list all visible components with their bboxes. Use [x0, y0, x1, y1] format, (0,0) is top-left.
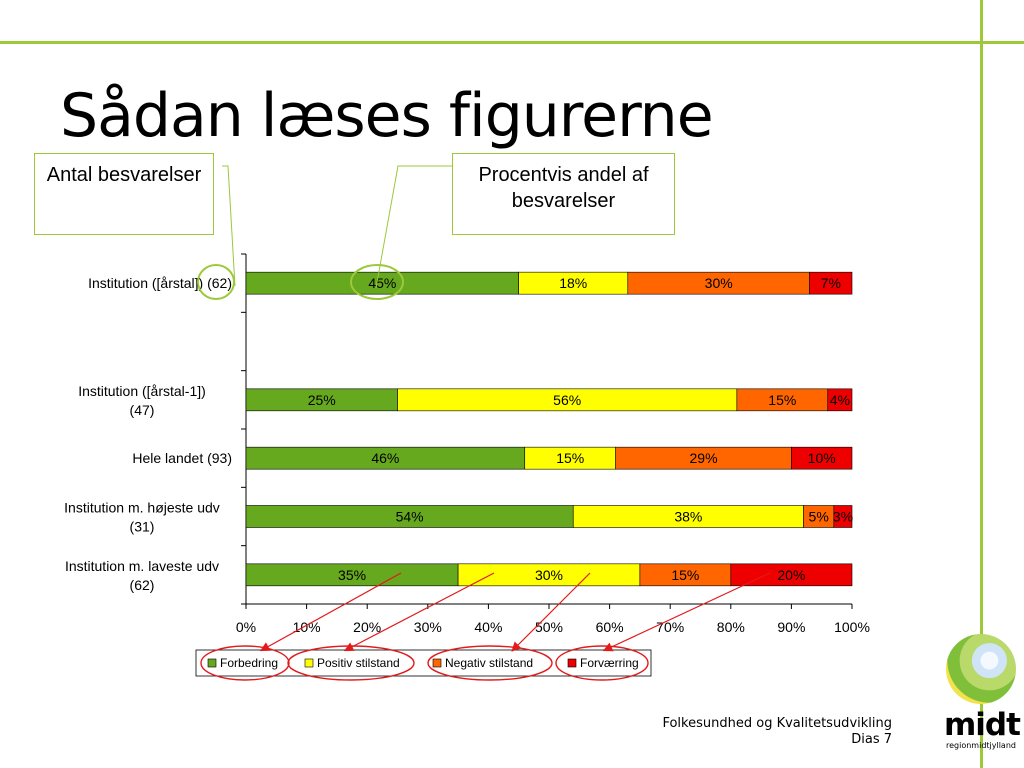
data-label: 25%	[308, 392, 336, 408]
slide-footer: Folkesundhed og Kvalitetsudvikling Dias …	[662, 716, 892, 748]
region-logo-subtext: regionmidtjylland	[946, 741, 1016, 750]
data-label: 18%	[559, 275, 587, 291]
data-label: 30%	[535, 567, 563, 583]
data-label: 3%	[833, 509, 853, 525]
x-tick-label: 80%	[717, 619, 745, 635]
data-label: 10%	[808, 450, 836, 466]
data-label: 46%	[371, 450, 399, 466]
legend-entry: Negativ stilstand	[445, 656, 533, 670]
footer-department: Folkesundhed og Kvalitetsudvikling	[662, 716, 892, 731]
annotation-arrow	[511, 572, 591, 652]
bar-segment	[827, 388, 853, 412]
right-accent-line	[980, 0, 983, 768]
data-label: 15%	[556, 450, 584, 466]
data-label: 45%	[368, 275, 396, 291]
x-tick-label: 30%	[414, 619, 442, 635]
legend-swatch	[304, 658, 314, 668]
category-label: Institution ([årstal-1]) (47)	[78, 383, 206, 418]
data-label: 20%	[777, 567, 805, 583]
bar-segment	[730, 563, 853, 587]
data-label: 35%	[338, 567, 366, 583]
annotation-arrow	[343, 572, 495, 652]
x-tick-label: 20%	[353, 619, 381, 635]
annotation-arrow	[259, 572, 402, 652]
data-label: 38%	[674, 509, 702, 525]
legend-entry: Forværring	[580, 656, 639, 670]
legend-entry: Forbedring	[220, 656, 278, 670]
x-tick-label: 50%	[535, 619, 563, 635]
data-label: 7%	[821, 275, 841, 291]
legend-highlight-ellipse	[555, 645, 649, 681]
x-tick-label: 60%	[596, 619, 624, 635]
bar-segment	[809, 271, 853, 295]
legend-highlight-ellipse	[427, 645, 553, 681]
highlight-count-ellipse	[197, 264, 235, 300]
legend-swatch	[207, 658, 217, 668]
category-label: Institution m. højeste udv (31)	[64, 500, 220, 535]
data-label: 30%	[705, 275, 733, 291]
annotation-arrow	[602, 572, 771, 652]
legend-swatch	[567, 658, 577, 668]
callout-procentvis-andel: Procentvis andel af besvarelser	[452, 153, 675, 235]
category-label: Institution m. laveste udv (62)	[65, 558, 219, 593]
data-label: 54%	[396, 509, 424, 525]
bar-segment	[833, 505, 853, 528]
slide-title: Sådan læses figurerne	[60, 81, 714, 151]
x-tick-label: 70%	[656, 619, 684, 635]
data-label: 15%	[768, 392, 796, 408]
callout-connector-left	[222, 165, 236, 287]
callout-antal-besvarelser: Antal besvarelser	[34, 153, 214, 235]
category-label: Institution ([årstal]) (62)	[88, 275, 232, 291]
legend-swatch	[432, 658, 442, 668]
region-logo-emblem-icon	[946, 634, 1016, 704]
data-label: 56%	[553, 392, 581, 408]
data-label: 5%	[809, 509, 829, 525]
highlight-percent-ellipse	[350, 264, 404, 300]
category-label: Hele landet (93)	[132, 450, 232, 466]
data-label: 15%	[671, 567, 699, 583]
data-label: 4%	[830, 392, 850, 408]
legend-highlight-ellipse	[200, 645, 290, 681]
x-tick-label: 100%	[834, 619, 870, 635]
bar-segment	[791, 446, 853, 470]
top-accent-line	[0, 41, 1024, 44]
region-logo-wordmark: midt	[944, 707, 1021, 743]
data-label: 29%	[690, 450, 718, 466]
callout-connector-right	[375, 165, 452, 289]
x-tick-label: 10%	[293, 619, 321, 635]
x-tick-label: 40%	[474, 619, 502, 635]
x-tick-label: 90%	[777, 619, 805, 635]
legend-entry: Positiv stilstand	[317, 656, 400, 670]
footer-slide-number: Dias 7	[851, 732, 892, 747]
x-tick-label: 0%	[236, 619, 256, 635]
